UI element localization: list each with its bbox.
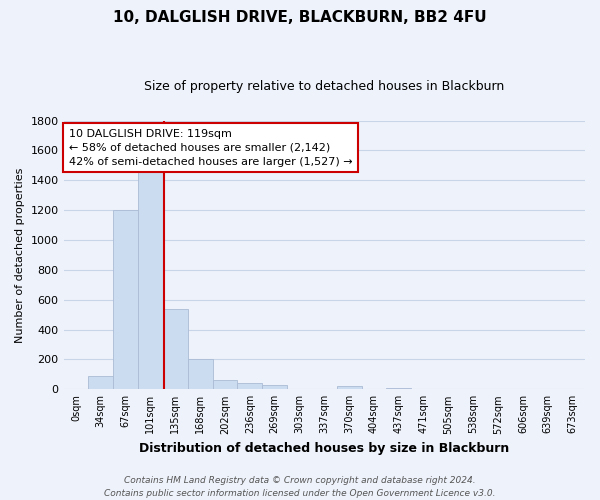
- Bar: [212, 380, 238, 390]
- Text: Contains HM Land Registry data © Crown copyright and database right 2024.
Contai: Contains HM Land Registry data © Crown c…: [104, 476, 496, 498]
- X-axis label: Distribution of detached houses by size in Blackburn: Distribution of detached houses by size …: [139, 442, 509, 455]
- Bar: [262, 385, 287, 390]
- Bar: [188, 358, 212, 390]
- Title: Size of property relative to detached houses in Blackburn: Size of property relative to detached ho…: [144, 80, 505, 93]
- Bar: [88, 376, 113, 390]
- Bar: [337, 386, 362, 390]
- Text: 10 DALGLISH DRIVE: 119sqm
← 58% of detached houses are smaller (2,142)
42% of se: 10 DALGLISH DRIVE: 119sqm ← 58% of detac…: [69, 128, 352, 166]
- Bar: [138, 170, 163, 390]
- Bar: [386, 388, 411, 390]
- Bar: [238, 382, 262, 390]
- Bar: [113, 210, 138, 390]
- Text: 10, DALGLISH DRIVE, BLACKBURN, BB2 4FU: 10, DALGLISH DRIVE, BLACKBURN, BB2 4FU: [113, 10, 487, 25]
- Bar: [163, 308, 188, 390]
- Y-axis label: Number of detached properties: Number of detached properties: [15, 167, 25, 342]
